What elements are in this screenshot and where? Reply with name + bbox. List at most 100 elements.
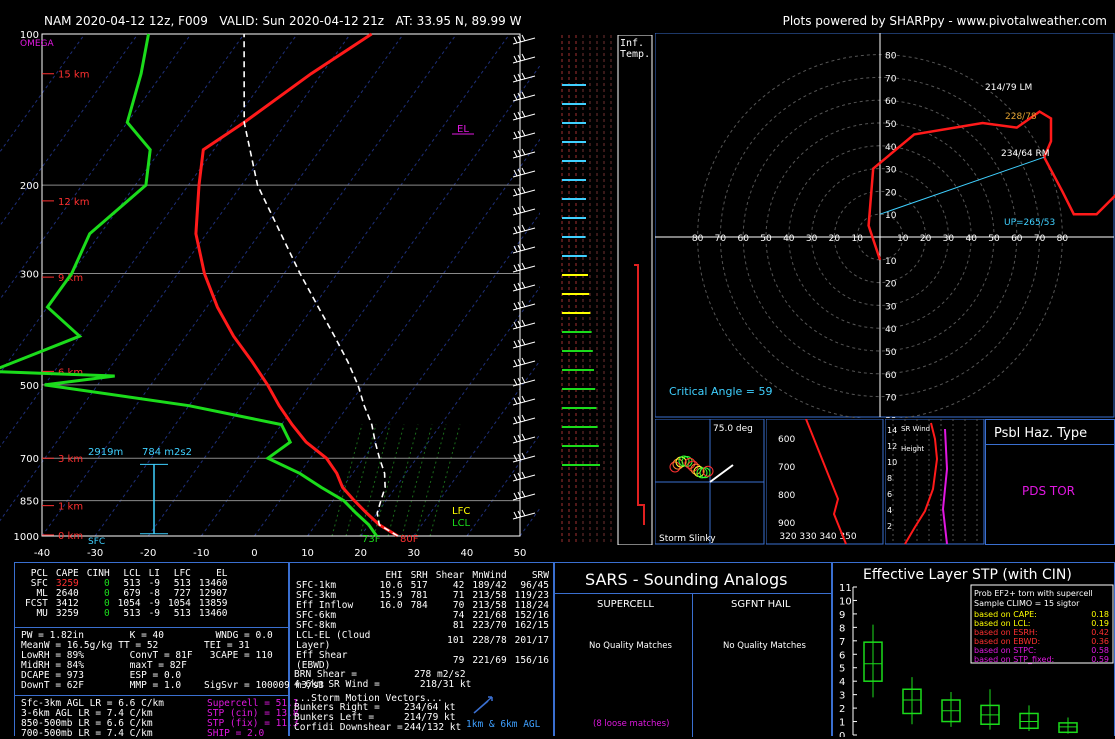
hodo-ring-label: 20 (829, 234, 841, 244)
kin-cell: 152/16 (514, 610, 549, 621)
hodo-ring-label: 20 (885, 188, 897, 198)
pressure-label: 1000 (14, 532, 39, 543)
el-label: EL (457, 124, 469, 135)
km-label: 9 km (58, 273, 83, 284)
km-label: 0 km (58, 531, 83, 542)
stp-note1: Prob EF2+ torn with supercell (974, 589, 1093, 598)
theta-p-label: 800 (778, 491, 795, 501)
parcel-cell: FCST (25, 598, 48, 609)
isotherm (413, 359, 540, 537)
lcl-label: LCL (452, 518, 471, 529)
kin-cell (376, 621, 407, 631)
kin-cell: 79 (452, 655, 465, 666)
parcel-cell: 1054 (168, 598, 191, 609)
parcel-cell: 0 (103, 598, 110, 609)
hodo-frame (655, 33, 1115, 418)
srwind-frame (885, 419, 985, 545)
wind-barb (512, 338, 536, 349)
stp-y-label: 10 (839, 596, 852, 607)
x-tick-label: 10 (301, 548, 314, 559)
wind-barb (512, 319, 536, 330)
sars-supercell: SUPERCELL (597, 599, 654, 610)
srwind-y-label: 14 (887, 426, 897, 435)
isotherm (0, 33, 351, 522)
hodo-ring-label: 80 (692, 234, 704, 244)
parcel-cell: 513 (173, 608, 191, 619)
hodo-ring-label: 60 (885, 371, 897, 381)
hodo-ring-label: 70 (885, 74, 897, 84)
sars-nomatch-2: No Quality Matches (723, 641, 806, 651)
stp-title: Effective Layer STP (with CIN) (863, 567, 1072, 583)
parcel-cell: 727 (173, 588, 191, 599)
mixing-ratio-line (345, 424, 377, 537)
wind-vector-icon (473, 696, 493, 714)
x-tick-label: -30 (87, 548, 103, 559)
km-label: 3 km (58, 454, 83, 465)
table-row: Eff Shear (EBWD) 79 221/69 156/16 (292, 651, 553, 671)
kin-cell: SFC-1km (296, 580, 337, 591)
table-row: MU 3259 0 513 -9 513 13460 (21, 609, 232, 619)
severe-params: Supercell = 51.1 STP (cin) = 13.8 STP (f… (207, 698, 299, 739)
hodo-ring-label: 10 (885, 257, 897, 267)
parcel-cell: 13460 (198, 608, 228, 619)
kin-cell (407, 611, 432, 621)
parcel-head: EL (216, 568, 228, 579)
stp-box (1019, 712, 1039, 730)
header-right: Plots powered by SHARPpy - www.pivotalwe… (782, 14, 1107, 28)
wind-barb (512, 395, 536, 406)
stp-prob-label: based on ESRH: (974, 628, 1038, 637)
isotherm (0, 33, 298, 448)
header-left: NAM 2020-04-12 12z, F009 VALID: Sun 2020… (44, 14, 522, 28)
hodo-ring-label: 70 (715, 234, 727, 244)
sars-nomatch-1: No Quality Matches (589, 641, 672, 651)
hodo-ring-label: 20 (920, 234, 932, 244)
srwind-title: SR Wind (901, 425, 930, 433)
kin-cell (407, 621, 432, 631)
slinky-circle (672, 458, 684, 470)
hodograph: 10 10 10 10 20 20 20 20 30 30 30 30 40 40 40 40 50 50 50 50… (655, 33, 1115, 418)
hodo-rm-label: 234/64 RM (1001, 149, 1050, 159)
skewt-frame (41, 33, 521, 537)
kin-cell: 213/58 (472, 600, 507, 611)
kin-head: SRH (410, 570, 428, 581)
hodo-ring-label: 30 (806, 234, 818, 244)
kin-cell: 162/15 (514, 620, 549, 631)
theta-p-label: 700 (778, 463, 795, 473)
stp-y-label: 5 (839, 664, 845, 675)
slinky-circle (696, 467, 708, 479)
wind-barb (512, 243, 536, 254)
pressure-label: 300 (20, 270, 39, 281)
stp-note2: Sample CLIMO = 15 sigtor (974, 599, 1080, 608)
srwind-y-label: 2 (887, 522, 892, 531)
km-label: 1 km (58, 502, 83, 513)
stp-prob-label: based on EBWD: (974, 637, 1040, 646)
x-tick-label: -40 (34, 548, 50, 559)
stp-box (1058, 722, 1078, 734)
wind-barb (512, 509, 536, 520)
stp-prob-value: 0.58 (1091, 646, 1109, 655)
kin-cell: SFC-8km (296, 620, 337, 631)
theta-p-label: 600 (778, 435, 795, 445)
parcel-cell: -9 (148, 578, 161, 589)
theta-x-label: 350 (839, 532, 856, 542)
theta-frame (766, 419, 884, 545)
sfc-temp-label: 73F (362, 534, 381, 545)
wind-barb (512, 72, 536, 83)
wind-barb (512, 471, 536, 482)
srwind-line (904, 422, 939, 545)
kin-cell: 70 (452, 600, 465, 611)
eil-value: 784 m2s2 (142, 447, 192, 458)
indices-block: PW = 1.82in K = 40 WNDG = 0.0 MeanW = 16… (21, 630, 325, 691)
wind-barb (512, 414, 536, 425)
stp-prob-box (970, 584, 1114, 664)
pressure-label: 200 (20, 181, 39, 192)
stp-y-label: 8 (839, 623, 845, 634)
stp-y-label: 7 (839, 637, 845, 648)
parcel-cell: 13460 (198, 578, 228, 589)
hodo-ring-label: 60 (737, 234, 749, 244)
parcel-table: PCL CAPE CINH LCL LI LFC EL SFC 3259 0 513 -9 513 134… (21, 569, 232, 619)
hazard-title: Psbl Haz. Type (994, 426, 1088, 441)
stp-prob-value: 0.59 (1091, 655, 1109, 664)
mixing-ratio-line (359, 424, 391, 537)
hodo-ring-label: 40 (783, 234, 795, 244)
